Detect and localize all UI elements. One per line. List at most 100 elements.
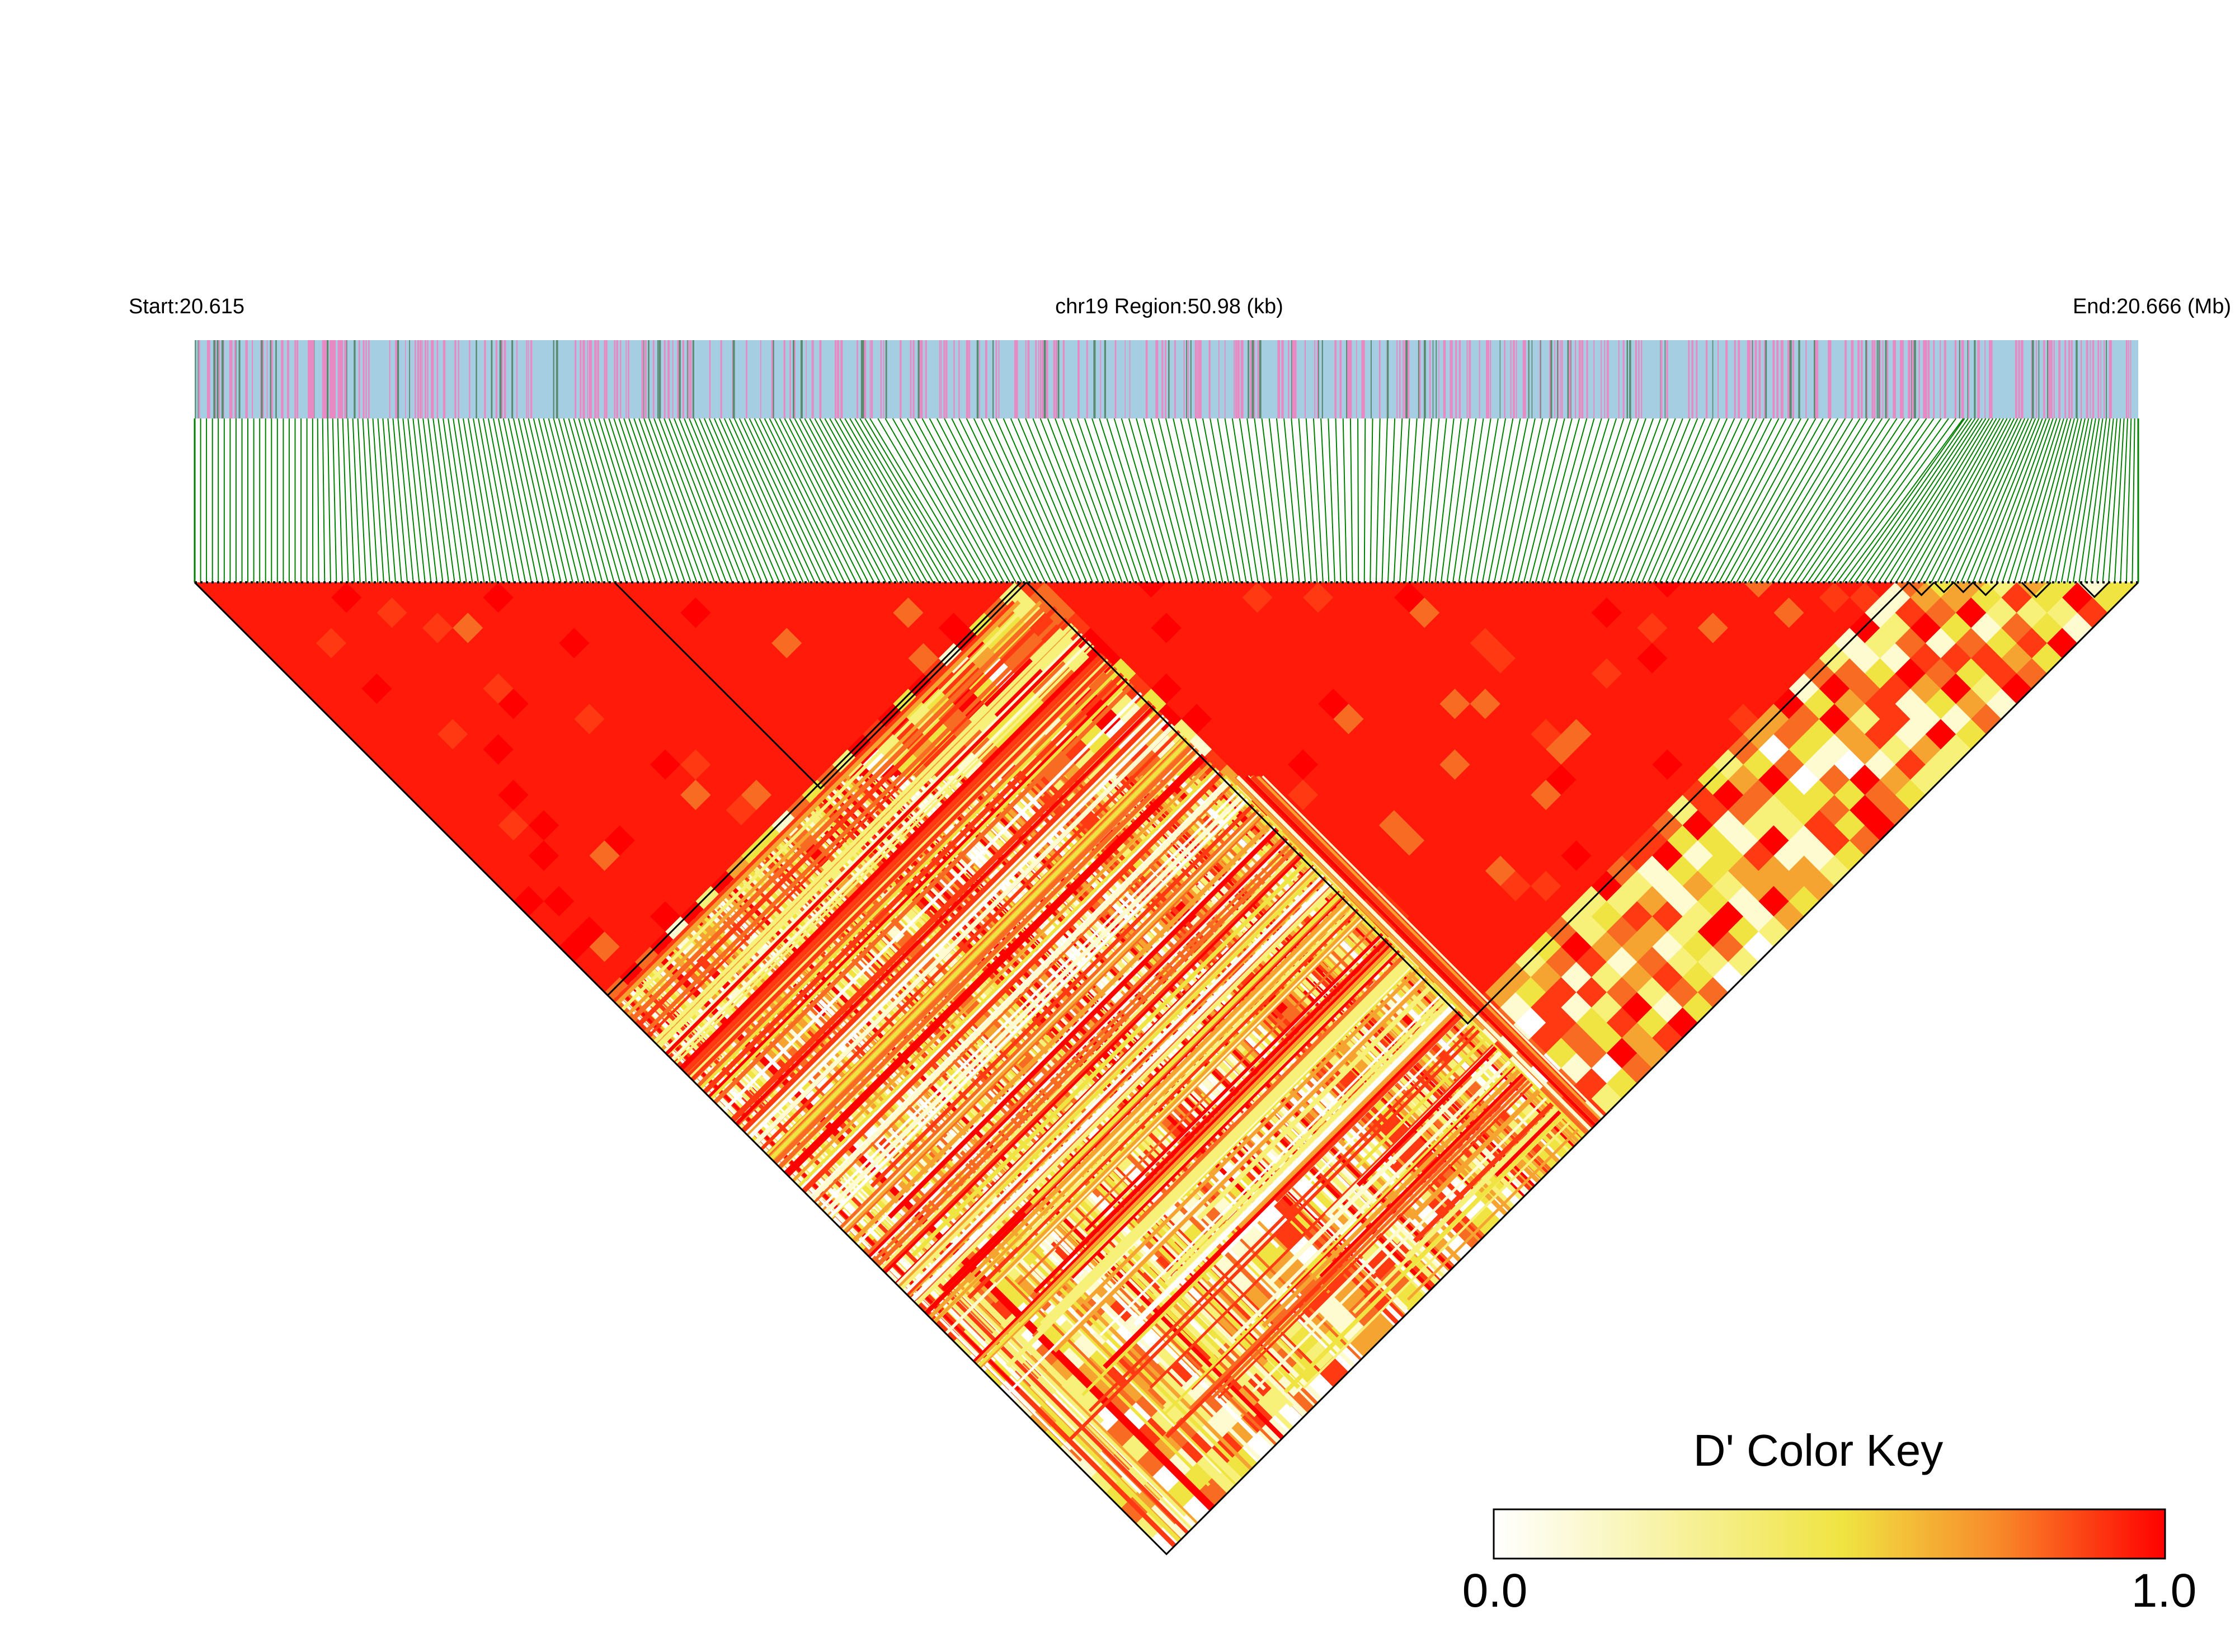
snp-tick: [1696, 340, 1698, 418]
snp-tick: [436, 340, 439, 418]
snp-tick: [2044, 340, 2045, 418]
connector-line: [327, 418, 331, 583]
connector-line: [372, 418, 384, 583]
snp-tick: [1876, 340, 1878, 418]
snp-tick: [1183, 340, 1185, 418]
snp-tick: [910, 340, 912, 418]
snp-tick: [229, 340, 231, 418]
snp-tick: [1349, 340, 1352, 418]
connector-line: [1937, 418, 2018, 583]
snp-tick: [504, 340, 506, 418]
connector-line: [1588, 418, 1646, 583]
snp-tick: [1908, 340, 1910, 418]
connector-line: [1777, 418, 1883, 583]
snp-tick: [2106, 340, 2107, 418]
connector-line: [638, 418, 698, 583]
connector-line: [362, 418, 373, 583]
snp-tick: [2018, 340, 2020, 418]
connector-line: [824, 418, 916, 583]
snp-tick: [1027, 340, 1030, 418]
snp-tick: [806, 340, 807, 418]
connector-line: [664, 418, 727, 583]
snp-tick: [2058, 340, 2060, 418]
snp-tick: [421, 340, 423, 418]
connector-line: [1765, 418, 1868, 583]
snp-tick: [1954, 340, 1956, 418]
snp-tick: [1578, 340, 1581, 418]
snp-tick: [966, 340, 967, 418]
connector-line: [2031, 418, 2075, 583]
connector-line: [598, 418, 651, 583]
ld-cell: [528, 582, 559, 598]
snp-tick: [985, 340, 987, 418]
color-key-min-label: 0.0: [1462, 1564, 1528, 1617]
snp-tick: [1487, 340, 1489, 418]
snp-tick: [1635, 340, 1637, 418]
snp-tick: [1560, 340, 1561, 418]
snp-tick: [427, 340, 429, 418]
connector-line: [1612, 418, 1676, 583]
snp-tick: [1253, 340, 1255, 418]
ld-cell: [346, 582, 378, 598]
snp-tick: [939, 340, 940, 418]
snp-tick: [1924, 340, 1926, 418]
connector-line: [1010, 418, 1081, 583]
snp-tick: [1399, 340, 1401, 418]
connector-line: [1736, 418, 1831, 583]
snp-tick: [1782, 340, 1784, 418]
snp-tick: [1458, 340, 1461, 418]
snp-tick: [2130, 340, 2132, 418]
connector-line: [754, 418, 834, 583]
snp-tick: [1622, 340, 1625, 418]
snp-tick: [1814, 340, 1815, 418]
snp-tick: [1641, 340, 1643, 418]
snp-tick: [1776, 340, 1779, 418]
connector-line: [543, 418, 585, 583]
snp-tick: [2071, 340, 2073, 418]
snp-tick: [553, 340, 554, 418]
snp-tick: [496, 340, 497, 418]
snp-tick: [1197, 340, 1198, 418]
snp-tick: [208, 340, 210, 418]
snp-tick: [597, 340, 599, 418]
snp-tick: [1257, 340, 1259, 418]
snp-tick: [469, 340, 470, 418]
connector-line: [1931, 418, 2015, 583]
connector-line: [1231, 418, 1259, 583]
connector-line: [1039, 418, 1105, 583]
connector-line: [558, 418, 603, 583]
snp-tick: [996, 340, 997, 418]
connector-line: [2019, 418, 2068, 583]
snp-tick: [1933, 340, 1935, 418]
snp-tick: [1638, 340, 1640, 418]
snp-tick: [1618, 340, 1620, 418]
connector-line: [1217, 418, 1247, 583]
snp-tick: [1805, 340, 1807, 418]
connector-line: [1831, 418, 1949, 583]
snp-tick: [1528, 340, 1530, 418]
snp-tick: [1055, 340, 1057, 418]
connector-line: [703, 418, 774, 583]
connector-line: [1320, 418, 1330, 583]
connector-line: [593, 418, 644, 583]
connector-line: [744, 418, 822, 583]
connector-line: [407, 418, 426, 583]
connector-line: [1143, 418, 1188, 583]
snp-tick: [1882, 340, 1884, 418]
snp-tick: [1237, 340, 1240, 418]
connector-line: [1783, 418, 1890, 583]
connector-line: [1194, 418, 1229, 583]
snp-tick: [1974, 340, 1976, 418]
snp-tick: [1038, 340, 1039, 418]
snp-tick: [1902, 340, 1904, 418]
connector-line: [628, 418, 686, 583]
snp-tick: [992, 340, 994, 418]
snp-tick: [1043, 340, 1046, 418]
snp-tick: [1944, 340, 1946, 418]
snp-tick: [213, 340, 215, 418]
connector-line: [854, 418, 952, 583]
snp-tick: [732, 340, 735, 418]
snp-tick: [1918, 340, 1920, 418]
snp-tick: [1235, 340, 1238, 418]
snp-tick: [2104, 340, 2105, 418]
